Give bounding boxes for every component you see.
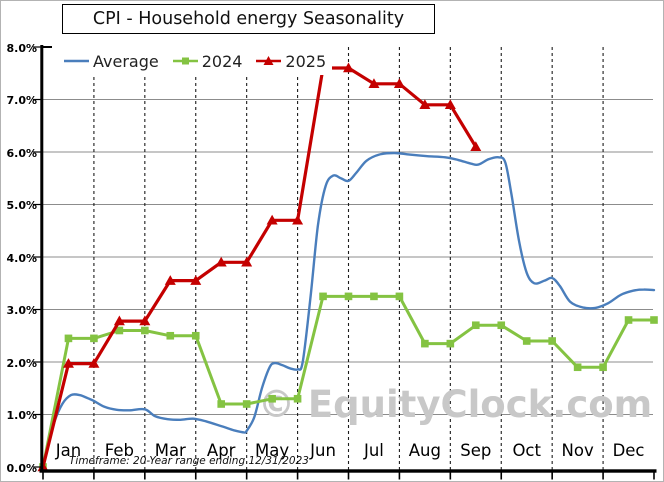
- data-point-triangle-2025: [266, 214, 278, 225]
- data-point-square-2024: [166, 331, 175, 340]
- legend-label-average: Average: [93, 51, 159, 71]
- data-point-square-2024: [421, 339, 429, 348]
- data-point-square-2024: [370, 292, 378, 301]
- data-point-triangle-2025: [368, 78, 380, 88]
- data-point-square-2024: [115, 326, 124, 335]
- legend-label-2024: 2024: [201, 51, 243, 71]
- legend-label-2025: 2025: [285, 51, 327, 71]
- series-line-average: [41, 151, 656, 469]
- data-point-triangle-2025: [190, 275, 202, 285]
- x-axis-line: [39, 469, 657, 473]
- data-point-square-2024: [471, 321, 480, 330]
- data-point-square-2024: [548, 337, 556, 345]
- data-point-square-2024: [217, 400, 226, 408]
- data-point-square-2024: [446, 339, 455, 348]
- y-axis-line: [40, 45, 44, 473]
- data-point-square-2024: [395, 292, 404, 301]
- data-point-triangle-2025: [343, 62, 354, 73]
- data-point-square-2024: [522, 337, 531, 345]
- data-point-square-2024: [64, 334, 73, 343]
- legend-item-2025: 2025: [255, 52, 326, 71]
- legend-item-2024: 2024: [172, 51, 243, 71]
- watermark-text: © EquityClock.com: [258, 383, 652, 426]
- data-point-square-2024: [624, 316, 633, 324]
- data-point-square-2024: [599, 363, 607, 372]
- data-point-triangle-2025: [444, 99, 456, 109]
- average-line-swatch-icon: [64, 59, 89, 63]
- data-point-triangle-2025: [241, 256, 253, 267]
- data-point-square-2024: [319, 292, 327, 301]
- data-point-square-2024: [268, 394, 276, 403]
- data-point-square-2024: [573, 363, 582, 372]
- data-point-square-2024: [650, 316, 658, 324]
- data-point-triangle-2025: [215, 256, 227, 267]
- data-point-triangle-2025: [139, 315, 151, 326]
- data-point-triangle-2025: [292, 214, 304, 225]
- data-point-triangle-2025: [88, 358, 100, 368]
- data-point-triangle-2025: [62, 358, 74, 368]
- chart-title: CPI - Household energy Seasonality: [92, 9, 405, 29]
- data-point-triangle-2025: [393, 78, 405, 88]
- data-point-square-2024: [242, 400, 251, 408]
- data-point-triangle-2025: [419, 99, 431, 109]
- data-point-square-2024: [191, 331, 200, 340]
- data-point-triangle-2025: [113, 315, 125, 326]
- data-point-square-2024: [141, 326, 149, 335]
- timeframe-footnote: Timeframe: 20-Year range ending 12/31/20…: [69, 455, 309, 467]
- data-point-triangle-2025: [470, 141, 482, 151]
- chart-title-box: CPI - Household energy Seasonality: [62, 4, 435, 34]
- square-marker-swatch-icon: [172, 57, 198, 65]
- data-point-square-2024: [90, 334, 98, 343]
- data-point-square-2024: [293, 394, 302, 403]
- data-point-square-2024: [497, 321, 506, 330]
- data-point-square-2024: [344, 292, 353, 301]
- triangle-marker-swatch-icon: [256, 56, 282, 65]
- legend-item-average: Average: [63, 52, 159, 71]
- chart-legend: Average 2024 2025: [57, 47, 333, 75]
- data-point-triangle-2025: [164, 275, 176, 285]
